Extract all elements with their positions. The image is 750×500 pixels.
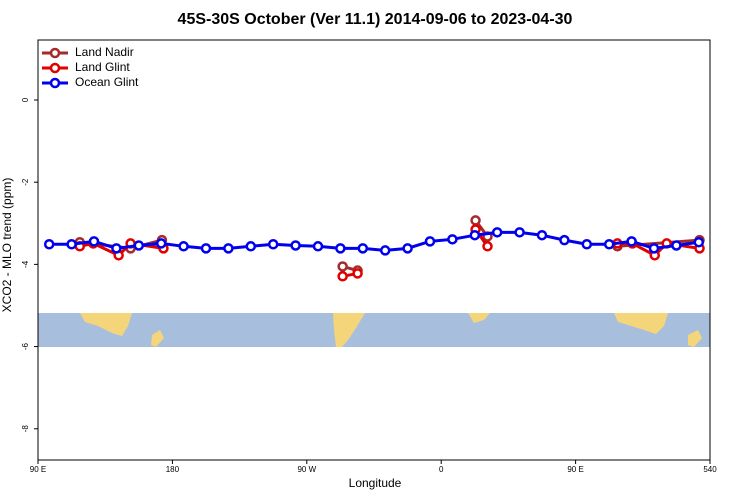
legend-label: Ocean Glint [75, 75, 139, 89]
data-point [648, 243, 660, 254]
data-point [357, 243, 369, 254]
data-point [447, 234, 458, 245]
data-point [337, 271, 348, 282]
data-point [559, 234, 570, 246]
y-axis-label: XCO2 - MLO trend (ppm) [0, 178, 14, 313]
data-point [424, 236, 436, 247]
data-point [200, 243, 212, 254]
y-tick-label: -8 [21, 425, 30, 433]
y-tick-label: -6 [21, 342, 30, 350]
y-tick-label: -4 [21, 260, 30, 268]
x-axis-label: Longitude [349, 476, 402, 490]
data-point [245, 241, 257, 252]
data-point [335, 243, 346, 254]
x-tick-label: 90 W [297, 465, 316, 474]
data-point [536, 229, 548, 241]
data-point [581, 238, 593, 250]
data-point [603, 238, 615, 250]
data-point [402, 243, 413, 254]
map-band [38, 313, 710, 347]
x-tick-label: 90 E [567, 465, 583, 474]
y-tick-label: 0 [21, 97, 30, 102]
legend-marker [49, 62, 61, 74]
data-point [133, 240, 145, 251]
data-point [626, 236, 637, 247]
data-point [290, 240, 301, 251]
x-tick-label: 0 [439, 465, 444, 474]
data-point [693, 236, 705, 248]
data-point [155, 238, 167, 249]
data-point [111, 243, 122, 254]
data-point [491, 227, 503, 238]
legend-label: Land Glint [75, 60, 130, 74]
data-point [43, 238, 55, 250]
data-point [469, 229, 481, 241]
chart-title: 45S-30S October (Ver 11.1) 2014-09-06 to… [178, 11, 573, 28]
x-tick-label: 540 [703, 465, 717, 474]
data-point [482, 241, 493, 252]
data-point [88, 236, 100, 247]
data-point [178, 241, 189, 252]
data-point [223, 243, 234, 254]
data-point [312, 241, 324, 252]
data-point [267, 238, 279, 250]
data-point [671, 240, 682, 251]
series-line [49, 230, 700, 252]
x-tick-label: 180 [166, 465, 180, 474]
plot-frame [37, 39, 711, 461]
data-point [337, 261, 348, 272]
legend-marker [49, 77, 61, 89]
data-point [379, 245, 391, 256]
data-point [66, 238, 77, 250]
x-tick-label: 90 E [30, 465, 46, 474]
data-point [352, 268, 363, 279]
data-point [470, 215, 481, 226]
y-tick-label: -2 [21, 178, 30, 186]
data-point [514, 227, 525, 238]
legend-label: Land Nadir [75, 45, 134, 59]
legend-marker [49, 47, 61, 59]
